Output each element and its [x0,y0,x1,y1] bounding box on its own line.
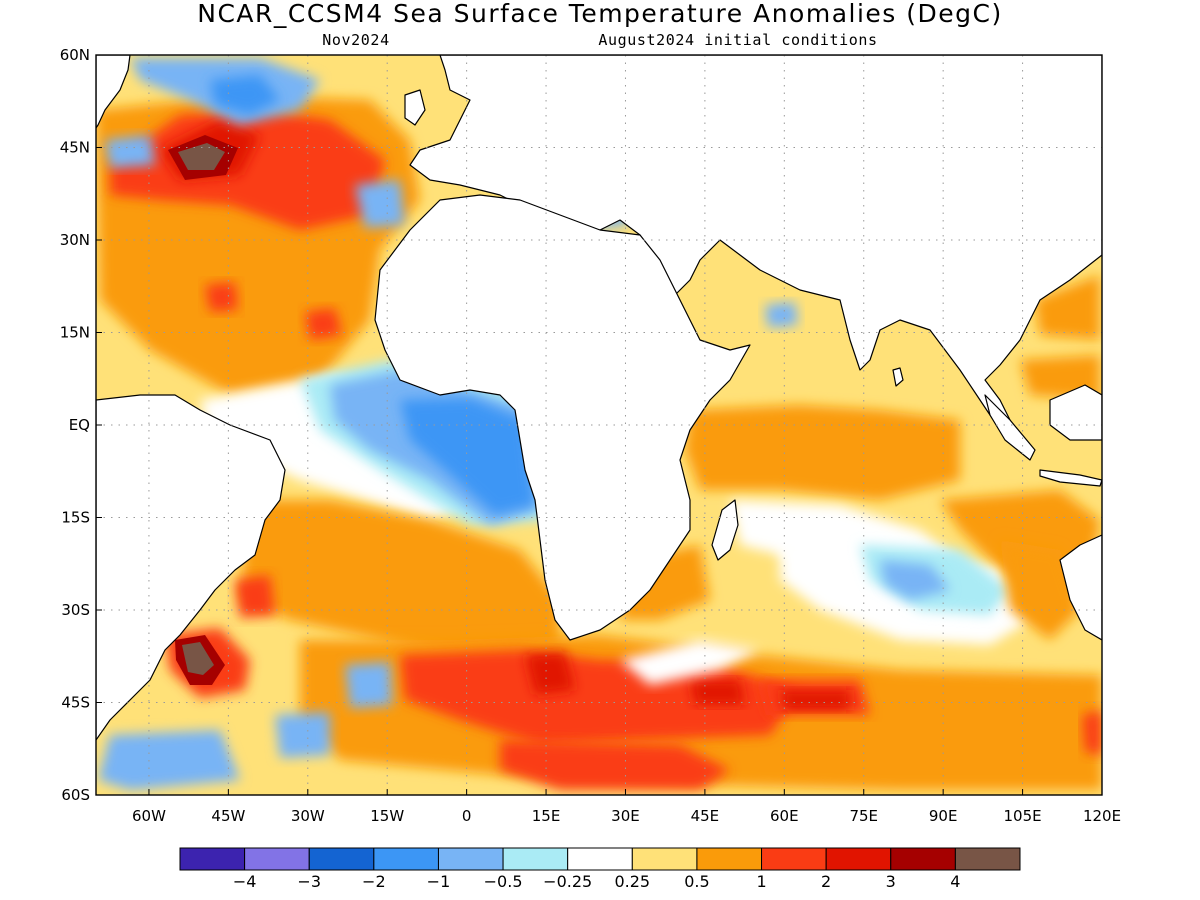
landmass-sri-lanka [892,367,904,387]
lon-tick-label: 75E [849,807,878,825]
lon-tick-label: 15E [532,807,561,825]
colorbar-label: −0.5 [484,872,523,891]
colorbar-swatch [373,847,439,871]
lon-tick-label: 30E [611,807,640,825]
anomaly-patch [98,730,240,790]
anomaly-patch [690,680,745,705]
lon-tick-label: 15W [370,807,404,825]
colorbar-swatch [502,847,569,871]
colorbar-label: 3 [886,872,896,891]
colorbar-label: −2 [362,872,386,891]
landmass-java [1039,469,1102,487]
colorbar-swatch [825,847,892,871]
lon-tick-label: 45E [691,807,720,825]
lat-tick-label: EQ [69,416,90,434]
anomaly-patch [275,712,330,758]
lat-tick-label: 15S [61,509,90,527]
anomaly-patch [620,640,760,685]
anomaly-patch [345,662,392,708]
init-conditions-label: August2024 initial conditions [598,31,877,49]
colorbar-swatch [567,847,633,871]
lon-tick-label: 105E [1004,807,1042,825]
anomaly-patch [240,500,560,660]
landmass-madagascar [711,499,739,561]
anomaly-patch [1000,540,1080,640]
landmass-europe-asia [409,55,1102,431]
lon-tick-label: 0 [462,807,472,825]
target-month-label: Nov2024 [322,31,389,49]
anomaly-patch [500,740,730,790]
lon-tick-label: 30W [291,807,325,825]
anomaly-patch [1082,710,1102,755]
lon-tick-label: 45W [211,807,245,825]
anomaly-patch [355,180,405,228]
anomaly-patch [210,75,280,115]
land-masses [96,55,1102,741]
colorbar-swatch [308,847,375,871]
anomaly-patch [178,143,225,170]
colorbar-label: 1 [756,872,766,891]
anomaly-field [96,58,1102,790]
landmass-south-america [96,394,286,741]
colorbar-label: −4 [233,872,257,891]
map-panel: 60W 45W 30W 15W 0 15E 30E 45E 60E 75E 90E 105E 120E 6… [60,46,1121,825]
anomaly-patch [525,652,575,695]
colorbar-label: 0.5 [684,872,709,891]
colorbar-swatch [437,847,504,871]
lon-tick-label: 90E [929,807,958,825]
colorbar-swatch [696,847,763,871]
anomaly-patch [765,302,798,328]
colorbar-label: 0.25 [614,872,650,891]
colorbar-label: −1 [427,872,451,891]
map-axis-ticks: 60W 45W 30W 15W 0 15E 30E 45E 60E 75E 90E 105E 120E 6… [60,46,1121,825]
colorbar: −4 −3 −2 −1 −0.5 −0.25 0.25 0.5 1 2 3 4 [179,847,1021,891]
anomaly-patch [880,560,950,600]
colorbar-swatch [179,847,246,871]
lat-tick-label: 30N [60,231,90,249]
anomaly-patch [205,282,238,312]
chart-title: NCAR_CCSM4 Sea Surface Temperature Anoma… [197,0,1002,28]
lon-tick-label: 60E [770,807,799,825]
anomaly-patch [685,405,960,500]
colorbar-label: 4 [950,872,960,891]
lat-tick-label: 60N [60,46,90,64]
lat-tick-label: 30S [61,601,90,619]
anomaly-patch [105,135,155,168]
landmass-australia [1059,534,1102,641]
anomaly-patch [110,110,385,230]
lon-tick-label: 60W [132,807,166,825]
landmass-great-britain [404,89,426,126]
landmass-sumatra [984,394,1036,461]
colorbar-label: 2 [821,872,831,891]
colorbar-swatch [954,847,1021,871]
lat-tick-label: 15N [60,324,90,342]
lon-tick-label: 120E [1083,807,1121,825]
anomaly-patch [400,398,535,515]
anomaly-patch [235,575,275,618]
lat-tick-label: 60S [61,786,90,804]
colorbar-swatch [890,847,956,871]
colorbar-label: −0.25 [543,872,592,891]
anomaly-patch [1035,275,1100,340]
lat-tick-label: 45N [60,139,90,157]
landmass-africa [374,194,751,641]
map-gridlines [96,55,1102,795]
colorbar-label: −3 [297,872,321,891]
lat-tick-label: 45S [61,694,90,712]
colorbar-swatch [761,847,827,871]
colorbar-swatch [631,847,698,871]
colorbar-swatch [244,847,310,871]
anomaly-patch [780,690,850,710]
anomaly-patch [182,642,214,675]
